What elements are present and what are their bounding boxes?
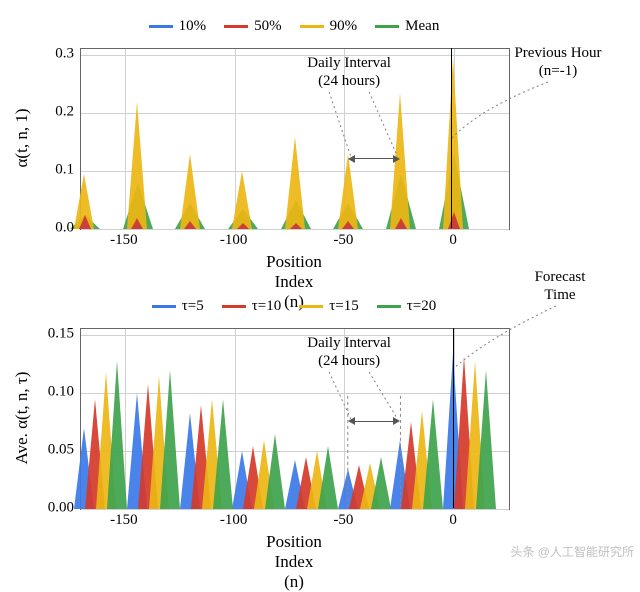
x-tick-label: -50 bbox=[333, 232, 353, 249]
chart-peak bbox=[79, 215, 91, 229]
legend-label: τ=15 bbox=[329, 298, 359, 315]
y-tick-label: 0.15 bbox=[48, 325, 74, 342]
top-legend: 10% 50% 90% Mean bbox=[80, 18, 508, 35]
legend-item: Mean bbox=[375, 18, 439, 35]
x-tick-label: -50 bbox=[333, 512, 353, 529]
bottom-y-axis-label: Ave. α(t, n, τ) bbox=[12, 372, 32, 465]
reference-vline-top bbox=[451, 48, 452, 228]
chart-peak bbox=[423, 399, 443, 509]
legend-item: 90% bbox=[300, 18, 358, 35]
legend-item: 50% bbox=[224, 18, 282, 35]
y-tick-label: 0.0 bbox=[55, 220, 74, 237]
chart-peak bbox=[131, 218, 143, 229]
legend-item: τ=15 bbox=[299, 298, 359, 315]
chart-peak bbox=[265, 434, 285, 509]
legend-label: 90% bbox=[330, 18, 358, 35]
legend-swatch bbox=[377, 305, 401, 308]
legend-swatch bbox=[152, 305, 176, 308]
chart-peak bbox=[232, 171, 252, 229]
legend-label: 50% bbox=[254, 18, 282, 35]
chart-peak bbox=[318, 446, 338, 509]
chart-peak bbox=[395, 218, 407, 229]
annotation-text: (24 hours) bbox=[318, 353, 380, 369]
legend-item: τ=5 bbox=[152, 298, 204, 315]
x-tick-label: 0 bbox=[449, 512, 457, 529]
annotation-text: Daily Interval bbox=[307, 55, 391, 71]
chart-peak bbox=[213, 399, 233, 509]
bottom-legend: τ=5 τ=10 τ=15 τ=20 bbox=[80, 298, 508, 315]
legend-label: τ=10 bbox=[252, 298, 282, 315]
chart-peak bbox=[107, 361, 127, 509]
y-tick-label: 0.1 bbox=[55, 161, 74, 178]
chart-peak bbox=[371, 457, 391, 509]
bottom-x-axis-label: Position Index (n) bbox=[266, 532, 322, 592]
chart-peak bbox=[476, 370, 496, 509]
chart-peak bbox=[448, 212, 460, 229]
x-tick-label: -100 bbox=[220, 512, 248, 529]
figure-root: 10%50%90%Mean α(t, n, 1) Position Index … bbox=[0, 0, 640, 562]
x-tick-label: -150 bbox=[110, 512, 138, 529]
legend-label: τ=5 bbox=[182, 298, 204, 315]
legend-item: τ=10 bbox=[222, 298, 282, 315]
y-tick-label: 0.3 bbox=[55, 45, 74, 62]
x-tick-label: 0 bbox=[449, 232, 457, 249]
chart-peak bbox=[443, 58, 463, 229]
x-tick-label: -100 bbox=[220, 232, 248, 249]
chart-peak bbox=[237, 223, 249, 229]
chart-peak bbox=[184, 221, 196, 229]
legend-swatch bbox=[375, 25, 399, 28]
watermark-text: 头条 @人工智能研究所 bbox=[510, 543, 634, 560]
annotation-text: Time bbox=[544, 287, 575, 303]
annotation-text: Daily Interval bbox=[307, 335, 391, 351]
legend-label: Mean bbox=[405, 18, 439, 35]
chart-peak bbox=[160, 370, 180, 509]
interval-arrow-bottom bbox=[355, 421, 394, 422]
legend-item: 10% bbox=[149, 18, 207, 35]
chart-peak bbox=[338, 154, 358, 229]
legend-swatch bbox=[149, 25, 173, 28]
legend-item: τ=20 bbox=[377, 298, 437, 315]
annotation-forecast-time: Forecast Time bbox=[520, 268, 600, 304]
chart-peak bbox=[342, 221, 354, 229]
chart-peak bbox=[290, 223, 302, 229]
x-tick-label: -150 bbox=[110, 232, 138, 249]
reference-vline-bottom bbox=[453, 328, 454, 508]
chart-peak bbox=[180, 154, 200, 229]
legend-swatch bbox=[222, 305, 246, 308]
annotation-text: Previous Hour bbox=[514, 45, 601, 61]
y-tick-label: 0.2 bbox=[55, 103, 74, 120]
legend-swatch bbox=[300, 25, 324, 28]
annotation-text: (n=-1) bbox=[539, 63, 577, 79]
y-tick-label: 0.05 bbox=[48, 441, 74, 458]
chart-peak bbox=[285, 137, 305, 229]
y-tick-label: 0.00 bbox=[48, 500, 74, 517]
interval-arrow-top bbox=[355, 158, 394, 159]
annotation-daily-interval-bottom: Daily Interval (24 hours) bbox=[289, 334, 409, 370]
legend-swatch bbox=[224, 25, 248, 28]
annotation-daily-interval-top: Daily Interval (24 hours) bbox=[289, 54, 409, 90]
top-y-axis-label: α(t, n, 1) bbox=[12, 109, 32, 168]
annotation-text: Forecast bbox=[535, 269, 586, 285]
chart-peak bbox=[127, 102, 147, 229]
legend-swatch bbox=[299, 305, 323, 308]
legend-label: τ=20 bbox=[407, 298, 437, 315]
y-tick-label: 0.10 bbox=[48, 383, 74, 400]
legend-label: 10% bbox=[179, 18, 207, 35]
annotation-text: (24 hours) bbox=[318, 73, 380, 89]
annotation-previous-hour: Previous Hour (n=-1) bbox=[498, 44, 618, 80]
